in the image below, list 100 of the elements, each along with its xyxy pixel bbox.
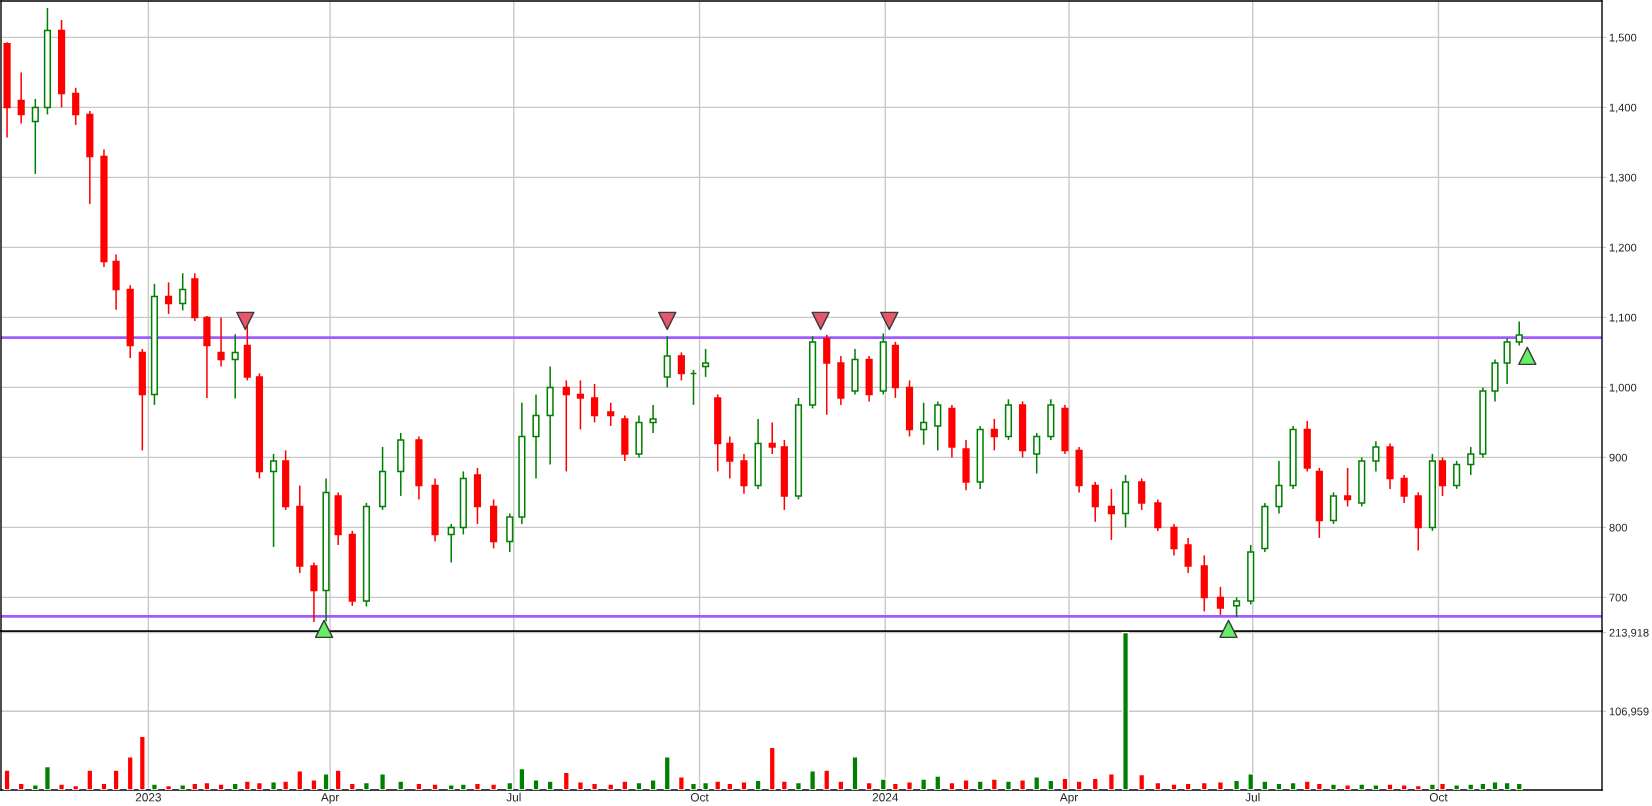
candlestick	[1216, 586, 1225, 616]
candlestick	[663, 335, 671, 389]
y-tick-label: 213,918	[1609, 628, 1649, 638]
candlestick	[217, 316, 225, 368]
bar	[310, 778, 318, 790]
y-tick-label: 900	[1609, 453, 1628, 462]
bar	[962, 778, 970, 790]
y-tick-label: 1,300	[1609, 173, 1637, 183]
bar	[920, 778, 928, 790]
candlestick	[1503, 337, 1511, 385]
candlestick	[1138, 477, 1146, 511]
bar	[138, 735, 146, 790]
candlestick	[1515, 320, 1523, 347]
x-tick-label: 2023	[135, 793, 161, 802]
bar	[891, 782, 899, 790]
bar	[43, 765, 51, 790]
candlestick	[164, 281, 173, 315]
bar	[714, 780, 722, 790]
bar	[1091, 777, 1099, 790]
bar	[607, 783, 615, 790]
x-tick-label: Jul	[1245, 792, 1260, 802]
bar	[1107, 773, 1115, 790]
bar	[768, 746, 776, 790]
bar	[1303, 780, 1311, 790]
bar	[1289, 781, 1297, 790]
bar	[1170, 783, 1178, 790]
bar	[1329, 783, 1338, 790]
x-tick-label: 2024	[872, 793, 899, 802]
x-tick-label: Oct	[690, 793, 709, 802]
bar	[518, 767, 526, 790]
bar	[1358, 783, 1366, 790]
candlestick	[920, 402, 928, 446]
candlestick	[934, 400, 942, 452]
bar	[562, 771, 570, 790]
y-tick-label: 1,400	[1609, 103, 1637, 113]
x-tick-label: Oct	[1429, 793, 1448, 802]
candlestick	[1467, 446, 1475, 476]
candlestick	[1372, 440, 1380, 473]
bar	[754, 779, 762, 790]
x-tick-label: Apr	[1059, 793, 1078, 804]
bar	[546, 780, 554, 790]
bar	[809, 770, 817, 790]
bar	[1019, 778, 1027, 790]
bar	[459, 783, 467, 790]
bar	[1344, 784, 1352, 790]
bar	[31, 784, 39, 790]
bar	[1184, 782, 1192, 790]
bar	[1075, 780, 1083, 790]
bar	[1315, 782, 1323, 790]
bar	[3, 769, 11, 790]
bar	[677, 776, 685, 790]
point	[1219, 619, 1238, 639]
bar	[1261, 780, 1269, 790]
bar	[1386, 783, 1394, 790]
bar	[473, 782, 481, 790]
bar	[823, 769, 831, 790]
bar	[58, 783, 66, 790]
bar	[1453, 784, 1461, 790]
bar	[689, 782, 698, 790]
bar	[1275, 782, 1283, 790]
bar	[702, 781, 710, 790]
point	[1518, 346, 1537, 366]
candlestick	[702, 348, 710, 378]
bar	[649, 778, 657, 790]
bar	[72, 784, 80, 790]
point	[658, 311, 677, 331]
bar	[1491, 781, 1499, 790]
point	[880, 311, 899, 331]
bar	[1233, 779, 1241, 790]
candlestick	[1232, 596, 1241, 618]
bar	[532, 778, 540, 790]
bar	[1004, 780, 1012, 790]
bar	[150, 783, 158, 790]
bar	[591, 782, 599, 790]
bar	[126, 756, 134, 790]
candlestick	[179, 272, 187, 312]
bar	[243, 780, 251, 790]
y-tick-label: 700	[1609, 593, 1628, 602]
point	[314, 619, 334, 639]
bar	[282, 780, 290, 790]
candlestick	[990, 418, 998, 452]
candlestick	[72, 87, 80, 126]
bar	[179, 784, 187, 790]
point	[236, 311, 255, 331]
bar	[905, 781, 914, 790]
bar	[490, 783, 498, 790]
bar	[1372, 784, 1380, 790]
bar	[447, 784, 455, 790]
candlestick	[269, 453, 278, 548]
y-tick-label: 800	[1609, 523, 1628, 532]
candlestick	[576, 379, 585, 431]
y-tick-label: 1,100	[1609, 313, 1637, 323]
candlestick	[1170, 523, 1178, 557]
candlestick	[1275, 460, 1283, 515]
bar	[990, 778, 998, 790]
bar	[1467, 783, 1475, 790]
bar	[415, 782, 423, 790]
bar	[1138, 773, 1146, 790]
bar	[203, 781, 211, 790]
bar	[1200, 781, 1208, 790]
